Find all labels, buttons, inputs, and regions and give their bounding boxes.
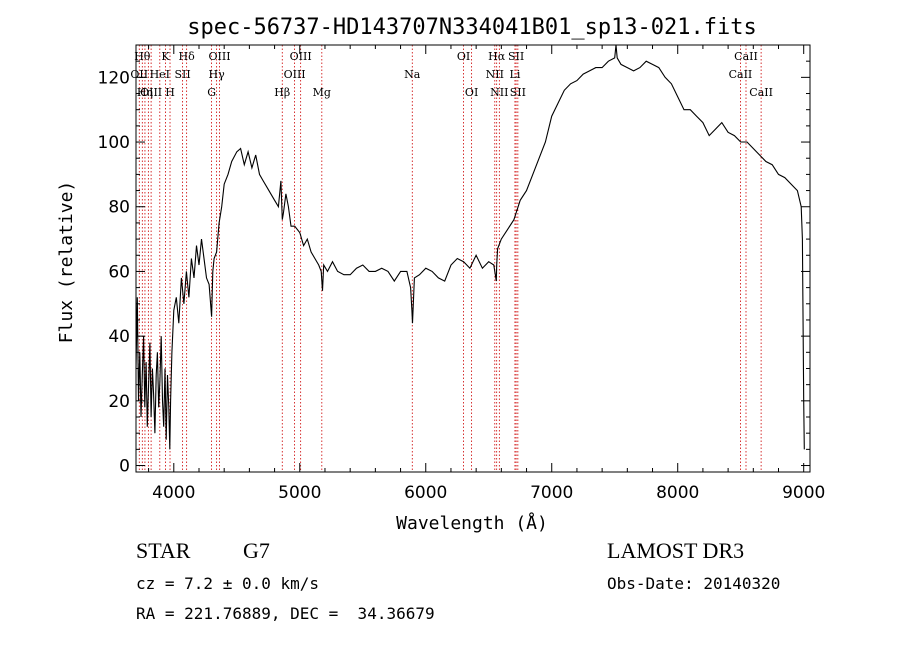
y-tick-label: 0 bbox=[119, 457, 130, 477]
line-marker-label: Hβ bbox=[274, 86, 290, 99]
x-tick-label: 9000 bbox=[782, 483, 825, 503]
y-axis: 0 20 40 60 80 100 120 bbox=[98, 60, 810, 477]
line-markers bbox=[138, 45, 762, 472]
line-marker-label: OIII bbox=[284, 68, 306, 81]
x-tick-label: 7000 bbox=[530, 483, 573, 503]
line-marker-label: SII bbox=[510, 86, 526, 99]
line-marker-label: OI bbox=[457, 50, 470, 63]
x-axis: 4000 5000 6000 7000 8000 9000 bbox=[148, 45, 825, 503]
y-axis-label: Flux (relative) bbox=[56, 181, 77, 344]
object-class: STAR bbox=[136, 538, 191, 563]
object-subclass: G7 bbox=[243, 538, 270, 563]
y-tick-label: 100 bbox=[98, 133, 130, 153]
line-marker-label: OI bbox=[465, 86, 478, 99]
y-tick-label: 60 bbox=[108, 262, 130, 282]
line-marker-label: Hγ bbox=[209, 68, 226, 81]
line-marker-label: Li bbox=[510, 68, 521, 81]
line-marker-label: Na bbox=[404, 68, 421, 81]
line-marker-label: CaII bbox=[734, 50, 758, 63]
x-tick-label: 8000 bbox=[656, 483, 699, 503]
line-marker-label: Mg bbox=[313, 86, 331, 99]
y-tick-label: 40 bbox=[108, 327, 130, 347]
observation-date: Obs-Date: 20140320 bbox=[607, 574, 781, 593]
line-marker-label: NII bbox=[486, 68, 504, 81]
line-marker-label: SII bbox=[508, 50, 524, 63]
x-tick-label: 5000 bbox=[278, 483, 321, 503]
line-marker-label: SII bbox=[174, 68, 190, 81]
x-tick-label: 4000 bbox=[152, 483, 195, 503]
line-marker-label: Hθ bbox=[134, 50, 151, 63]
x-axis-label: Wavelength (Å) bbox=[396, 512, 548, 534]
line-marker-label: G bbox=[207, 86, 216, 99]
line-marker-label: HeI bbox=[150, 68, 170, 81]
line-marker-label: CaII bbox=[729, 68, 753, 81]
line-marker-label: NII bbox=[490, 86, 508, 99]
plot-frame bbox=[135, 44, 811, 473]
chart-title: spec-56737-HD143707N334041B01_sp13-021.f… bbox=[187, 15, 757, 40]
y-tick-label: 80 bbox=[108, 198, 130, 218]
y-tick-label: 20 bbox=[108, 392, 130, 412]
y-tick-label: 120 bbox=[98, 68, 130, 88]
line-marker-label: Hα bbox=[488, 50, 506, 63]
line-marker-label: H bbox=[165, 86, 175, 99]
line-marker-label: Hη bbox=[137, 86, 153, 99]
line-marker-label: K bbox=[161, 50, 170, 63]
spectrum-chart: spec-56737-HD143707N334041B01_sp13-021.f… bbox=[56, 15, 825, 534]
survey-name: LAMOST DR3 bbox=[607, 538, 745, 563]
line-marker-label: OIII bbox=[290, 50, 312, 63]
spectrum-line bbox=[135, 44, 805, 450]
line-marker-label: OIII bbox=[208, 50, 230, 63]
line-marker-label: CaII bbox=[749, 86, 773, 99]
redshift-velocity: cz = 7.2 ± 0.0 km/s bbox=[136, 574, 320, 593]
coordinates: RA = 221.76889, DEC = 34.36679 bbox=[136, 604, 435, 623]
x-tick-label: 6000 bbox=[404, 483, 447, 503]
line-marker-label: OIII bbox=[140, 86, 162, 99]
line-marker-label: OII bbox=[130, 68, 148, 81]
line-marker-label: Hδ bbox=[179, 50, 196, 63]
line-marker-labels: OIIHθHηOIIIHeIKHSIIHδGHγOIIIHβOIIIOIIIMg… bbox=[130, 50, 773, 99]
